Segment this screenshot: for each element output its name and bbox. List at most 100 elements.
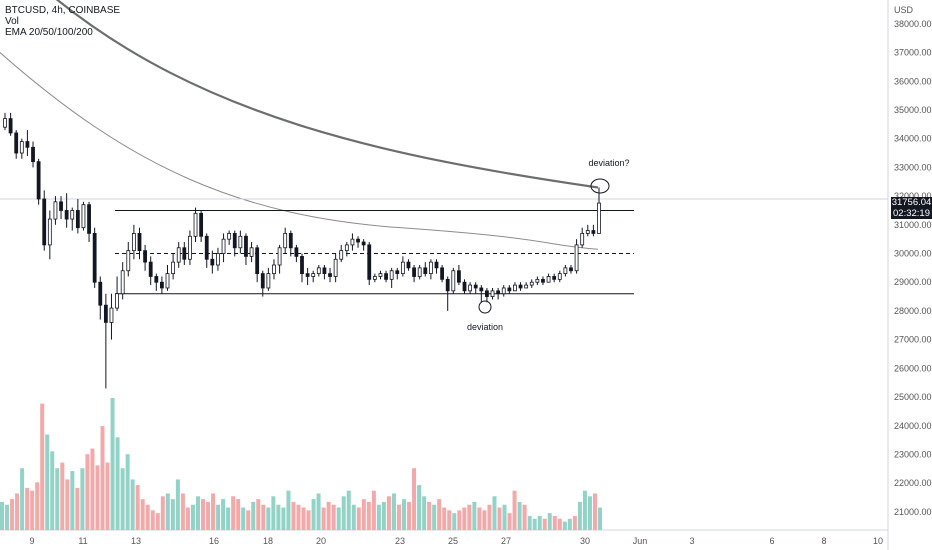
volume-bar (582, 490, 587, 530)
time-tick-label: 18 (263, 536, 273, 546)
candle-body (8, 118, 13, 134)
last-price-countdown: 02:32:19 (893, 208, 930, 220)
volume-bar (60, 462, 65, 530)
volume-bar (507, 513, 512, 530)
volume-bar (5, 504, 10, 530)
volume-bar (371, 490, 376, 530)
candle-body (14, 132, 19, 154)
candle-body (182, 247, 187, 260)
volume-bar (407, 501, 412, 530)
price-tick-label: 32000.00 (894, 191, 932, 201)
last-price-tag: 31756.04 02:32:19 (891, 197, 932, 220)
volume-bar (90, 448, 95, 530)
volume-bar (286, 490, 291, 530)
price-tick-label: 33000.00 (894, 162, 932, 172)
candle-body (490, 290, 495, 297)
volume-bar (517, 501, 522, 530)
candle-body (400, 261, 405, 275)
candle-body (188, 235, 192, 260)
volume-bar (402, 499, 407, 530)
candle-body (451, 270, 456, 292)
volume-bar (125, 454, 130, 530)
candle-body (288, 233, 293, 249)
volume-bar (150, 510, 155, 530)
volume-bar (341, 496, 346, 530)
volume-bar (80, 468, 85, 530)
candle-body (98, 281, 103, 306)
candle-body (249, 247, 254, 257)
volume-bar (346, 490, 351, 530)
candle-body (524, 284, 529, 289)
volume-bar (487, 504, 492, 530)
deviation-high-label: deviation? (588, 158, 629, 168)
time-tick-label: 25 (448, 536, 458, 546)
candle-body (59, 201, 63, 211)
candle-body (311, 273, 316, 277)
volume-bar (396, 504, 401, 530)
volume-bar (542, 518, 547, 530)
volume-bar (155, 513, 160, 530)
candle-body (272, 264, 276, 275)
candle-body (580, 233, 585, 246)
volume-bar (311, 499, 316, 530)
volume-bar (45, 434, 50, 530)
price-tick-label: 26000.00 (894, 363, 932, 373)
volume-bar (557, 518, 562, 530)
volume-bar (251, 501, 256, 530)
volume-bar (180, 493, 185, 530)
candle-body (328, 273, 332, 277)
price-tick-label: 28000.00 (894, 306, 932, 316)
candle-body (585, 230, 590, 234)
candle-body (356, 238, 360, 243)
time-tick-label: 9 (29, 536, 34, 546)
volume-bar (326, 501, 331, 530)
candle-body (473, 284, 478, 289)
candle-body (546, 276, 551, 283)
ema-200-line (55, 0, 599, 189)
candle-body (126, 250, 131, 272)
candle-body (529, 281, 534, 286)
candle-body (53, 201, 58, 220)
volume-bar (221, 499, 226, 530)
volume-bar (256, 499, 261, 530)
ema-100-line (0, 52, 599, 250)
candle-body (19, 141, 24, 154)
volume-bar (567, 518, 572, 530)
legend-symbol[interactable]: BTCUSD, 4h, COINBASE (5, 5, 121, 16)
volume-bar (85, 454, 90, 530)
candle-body (92, 233, 97, 283)
candle-body (210, 258, 215, 266)
price-tick-label: 31000.00 (894, 220, 932, 230)
candle-body (160, 281, 164, 289)
volume-bar (532, 518, 537, 530)
candle-body (232, 233, 237, 249)
candle-body (64, 210, 69, 220)
volume-bar (231, 496, 236, 530)
price-tick-label: 37000.00 (894, 48, 932, 58)
candle-body (47, 218, 52, 246)
volume-bar (216, 504, 221, 530)
volume-bar (266, 507, 271, 530)
time-tick-label: Jun (633, 536, 648, 546)
candle-body (563, 267, 568, 275)
candle-body (143, 250, 147, 263)
chart-legend: BTCUSD, 4h, COINBASE Vol EMA 20/50/100/2… (5, 5, 120, 38)
candle-body (395, 270, 400, 275)
volume-bar (547, 513, 552, 530)
volume-bar (40, 403, 45, 530)
volume-bar (316, 493, 321, 530)
volume-bar (427, 501, 432, 530)
legend-volume[interactable]: Vol (5, 16, 19, 27)
volume-bar (211, 493, 216, 530)
volume-bar (552, 515, 557, 530)
candle-body (115, 293, 119, 309)
candle-body (70, 210, 75, 220)
candle-body (507, 287, 512, 292)
legend-ema[interactable]: EMA 20/50/100/200 (5, 27, 93, 38)
deviation-low-label: deviation (467, 322, 503, 332)
volume-bar (100, 426, 105, 530)
volume-bar (195, 496, 200, 530)
candle-body (227, 233, 232, 240)
